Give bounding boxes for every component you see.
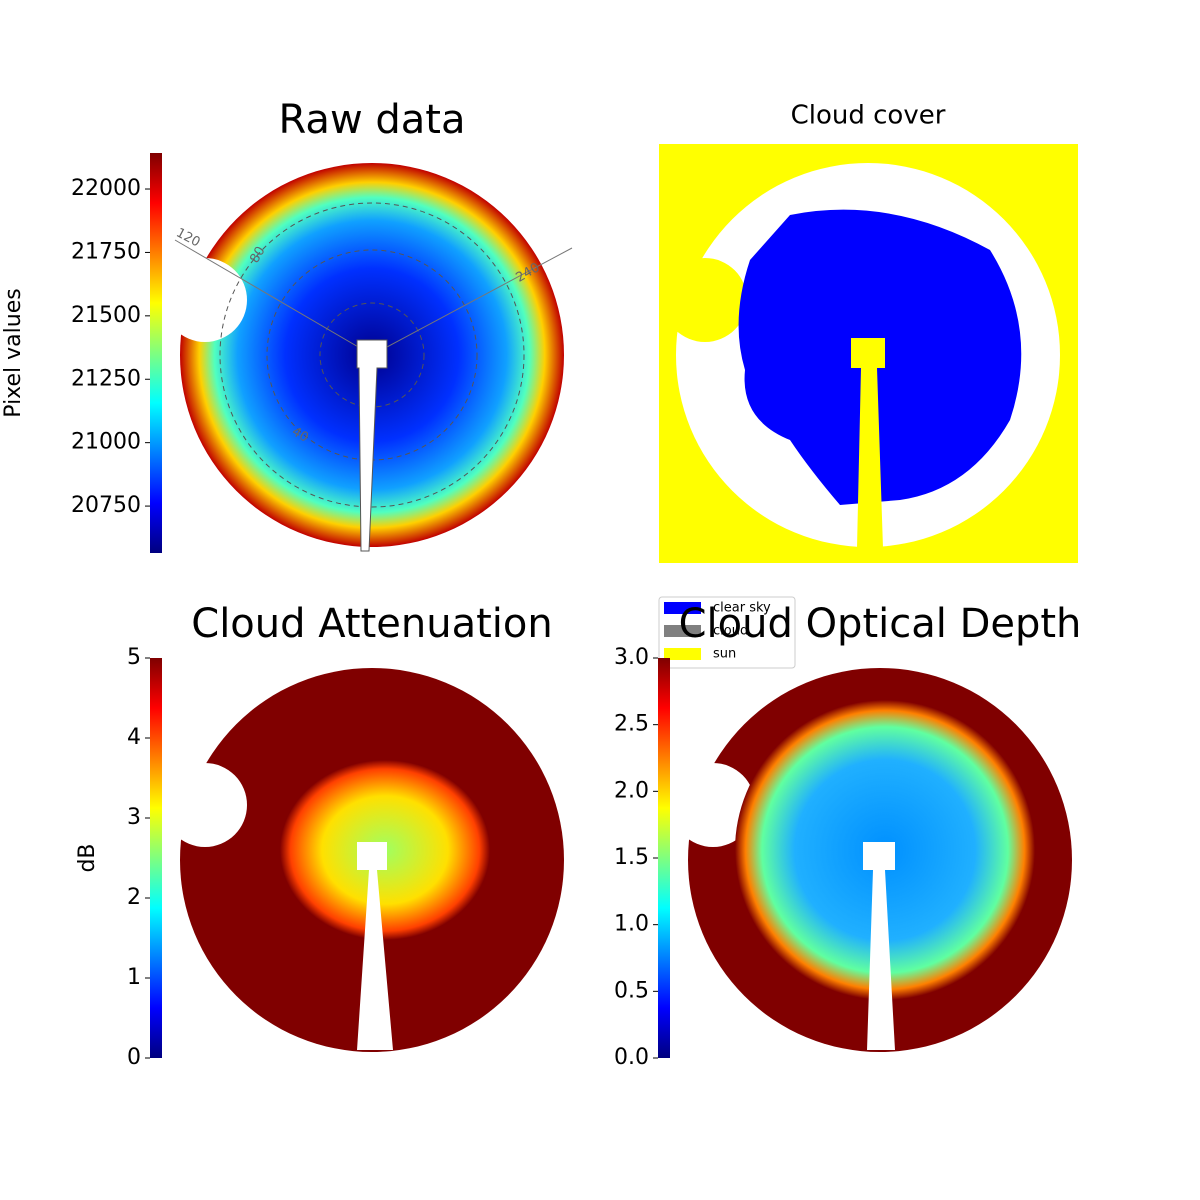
- cloud-cover-image: [659, 144, 1078, 563]
- legend-swatch: [664, 625, 701, 637]
- colorbar-tick-label: 2: [127, 885, 141, 910]
- colorbar: [658, 658, 670, 1058]
- colorbar-tick-label: 21250: [71, 366, 141, 391]
- colorbar-tick-label: 21000: [71, 430, 141, 455]
- colorbar-tick-label: 2.0: [614, 778, 649, 803]
- colorbar-tick-label: 3: [127, 805, 141, 830]
- legend-swatch: [664, 648, 701, 660]
- optical-depth-image: [671, 668, 1072, 1052]
- attenuation-image: [163, 668, 564, 1052]
- colorbar-label: Pixel values: [1, 288, 26, 417]
- colorbar-tick-label: 0.5: [614, 978, 649, 1003]
- polar-annotation: 120: [174, 226, 203, 251]
- raw-image: [163, 163, 573, 552]
- colorbar: [150, 658, 162, 1058]
- legend-label: sun: [713, 647, 736, 662]
- panel-title: Cloud Optical Depth: [679, 601, 1082, 647]
- panel-title: Cloud Attenuation: [191, 601, 552, 647]
- polar-annotation: 40: [289, 424, 311, 445]
- colorbar: [150, 153, 162, 553]
- colorbar-label: dB: [75, 843, 100, 872]
- colorbar-tick-label: 1: [127, 965, 141, 990]
- legend-swatch: [664, 602, 701, 614]
- colorbar-tick-label: 20750: [71, 493, 141, 518]
- colorbar-tick-label: 0: [127, 1045, 141, 1070]
- colorbar-tick-label: 5: [127, 645, 141, 670]
- colorbar-tick-label: 1.0: [614, 912, 649, 937]
- colorbar-tick-label: 21750: [71, 239, 141, 264]
- colorbar-tick-label: 22000: [71, 176, 141, 201]
- colorbar-tick-label: 1.5: [614, 845, 649, 870]
- colorbar-tick-label: 4: [127, 725, 141, 750]
- polar-annotation: 80: [247, 244, 268, 266]
- panel-title: Raw data: [279, 97, 466, 143]
- colorbar-tick-label: 0.0: [614, 1045, 649, 1070]
- panel-title: Cloud cover: [791, 101, 946, 131]
- colorbar-tick-label: 21500: [71, 303, 141, 328]
- legend-label: cloud: [713, 624, 748, 639]
- colorbar-tick-label: 2.5: [614, 712, 649, 737]
- legend-label: clear sky: [713, 601, 771, 616]
- colorbar-tick-label: 3.0: [614, 645, 649, 670]
